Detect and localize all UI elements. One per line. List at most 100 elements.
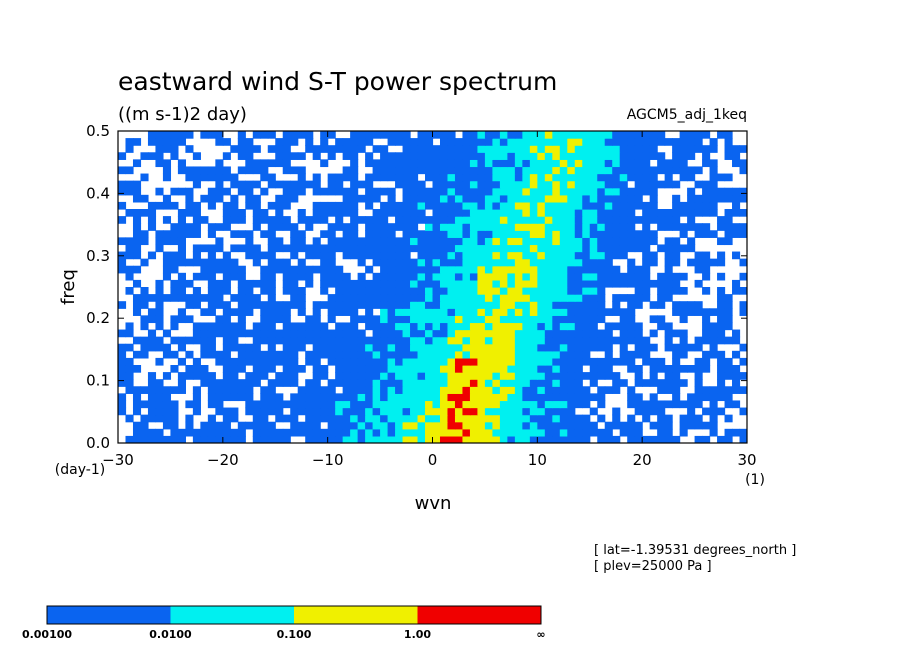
heatmap-cell [499,329,508,338]
heatmap-cell [634,180,643,189]
heatmap-cell [477,272,486,281]
heatmap-cell [567,194,576,203]
heatmap-cell [207,379,216,387]
heatmap-cell [649,258,658,267]
heatmap-cell [604,357,613,366]
heatmap-cell [649,407,658,416]
heatmap-cell [432,308,441,316]
heatmap-cell [567,131,576,139]
heatmap-cell [350,251,359,260]
heatmap-cell [147,379,157,387]
heatmap-cell [282,166,291,175]
heatmap-cell [312,336,321,345]
heatmap-cell [170,421,179,430]
heatmap-cell [297,265,306,274]
heatmap-cell [200,329,209,338]
heatmap-cell [140,287,149,295]
heatmap-cell [597,166,606,175]
heatmap-cell [282,365,291,373]
heatmap-cell [709,400,718,409]
heatmap-cell [514,414,523,423]
heatmap-cell [312,180,321,189]
heatmap-cell [402,180,411,189]
heatmap-cell [380,407,389,416]
heatmap-cell [342,145,351,153]
heatmap-cell [537,187,546,196]
heatmap-cell [687,301,696,309]
heatmap-cell [125,237,134,246]
heatmap-cell [522,209,531,217]
heatmap-cell [410,230,419,238]
heatmap-cell [432,223,441,231]
heatmap-cell [657,414,666,423]
heatmap-cell [627,201,636,210]
heatmap-cell [312,173,321,182]
heatmap-cell [245,145,254,153]
heatmap-cell [185,336,194,345]
heatmap-cell [432,194,441,203]
heatmap-cell [267,145,276,153]
heatmap-cell [522,216,531,224]
heatmap-cell [664,209,673,217]
heatmap-cell [417,201,426,210]
heatmap-cell [709,209,718,217]
heatmap-cell [604,428,613,437]
heatmap-cell [222,301,231,309]
heatmap-cell [552,145,561,153]
heatmap-cell [327,173,336,182]
heatmap-cell [642,201,651,210]
heatmap-cell [125,343,134,352]
heatmap-cell [320,329,329,338]
heatmap-cell [207,279,216,288]
heatmap-cell [574,159,583,168]
heatmap-cell [567,428,576,437]
heatmap-cell [380,287,389,295]
heatmap-cell [732,194,741,203]
heatmap-cell [567,308,576,316]
heatmap-cell [372,237,381,246]
heatmap-cell [439,336,449,345]
heatmap-cell [717,294,726,302]
heatmap-cell [529,194,538,203]
heatmap-cell [507,180,516,189]
heatmap-cell [552,435,561,443]
heatmap-cell [709,329,718,338]
heatmap-cell [177,138,186,146]
heatmap-cell [664,237,673,246]
heatmap-cell [425,159,434,168]
heatmap-cell [432,187,441,196]
heatmap-cell [320,435,329,443]
heatmap-cell [717,372,726,380]
heatmap-cell [290,279,299,288]
heatmap-cell [559,294,568,302]
heatmap-cell [514,145,523,153]
heatmap-cell [439,180,449,189]
heatmap-cell [469,287,479,295]
heatmap-cell [477,251,486,260]
heatmap-cell [634,287,643,295]
heatmap-cell [529,223,538,231]
heatmap-cell [514,379,523,387]
heatmap-cell [552,357,561,366]
heatmap-cell [365,201,374,210]
heatmap-cell [350,315,359,324]
heatmap-cell [252,407,261,416]
heatmap-cell [619,315,628,324]
heatmap-cell [335,421,344,430]
colorbar-segment [47,606,171,624]
heatmap-cell [529,201,538,210]
heatmap-cell [649,173,658,182]
heatmap-cell [447,372,456,380]
heatmap-cell [589,336,598,345]
heatmap-cell [410,138,419,146]
heatmap-cell [739,145,747,153]
heatmap-cell [365,336,374,345]
heatmap-cell [215,279,224,288]
heatmap-cell [477,138,486,146]
heatmap-cell [132,230,142,238]
heatmap-cell [245,357,254,366]
heatmap-cell [604,272,613,281]
heatmap-cell [574,322,583,331]
heatmap-cell [275,244,284,253]
heatmap-cell [372,393,381,402]
